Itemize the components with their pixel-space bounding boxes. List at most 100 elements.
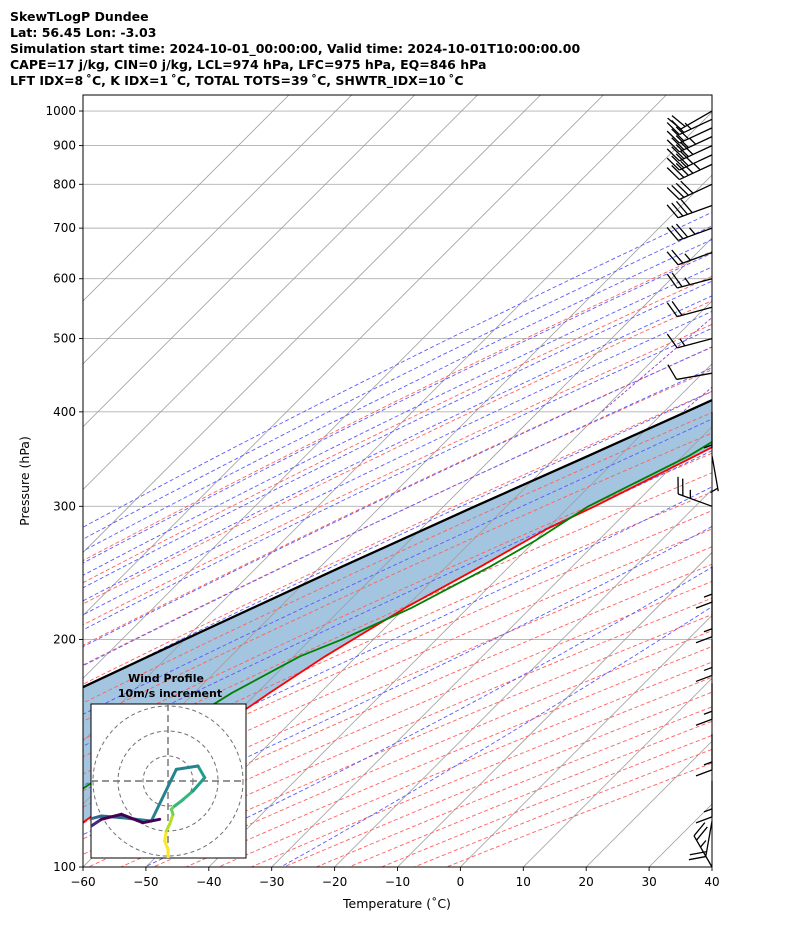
barb-flag: [675, 200, 689, 215]
wind-barb: [666, 118, 713, 136]
barb-flag: [675, 223, 689, 238]
wind-barb: [695, 780, 713, 824]
barb-half: [703, 808, 713, 813]
barb-half: [703, 628, 713, 633]
isotherm-line: [271, 426, 712, 867]
barb-staff: [679, 154, 713, 171]
barb-flag: [671, 165, 685, 178]
barb-flag: [666, 139, 680, 153]
cape-shading: [83, 400, 712, 823]
barb-flag: [680, 180, 694, 194]
barb-flag: [666, 187, 680, 200]
isotherm-line: [334, 489, 712, 867]
isotherm-line: [83, 95, 290, 302]
isotherm-line: [83, 111, 712, 742]
barb-half: [710, 487, 719, 494]
barb-half: [684, 253, 691, 261]
wind-barb: [688, 821, 713, 861]
wind-barb: [666, 333, 713, 349]
barb-flag: [671, 202, 684, 217]
x-tick-label: 40: [704, 875, 719, 889]
barb-staff: [677, 493, 713, 507]
barb-flag: [671, 146, 685, 160]
dry-adiabat: [83, 412, 712, 704]
isotherm-line: [775, 95, 794, 867]
barb-staff: [677, 337, 713, 349]
x-tick-label: −60: [70, 875, 95, 889]
y-tick-label: 400: [53, 405, 76, 419]
moist-adiabat: [83, 450, 712, 747]
barb-flag: [695, 718, 713, 726]
barb-half: [684, 122, 692, 130]
wind-barb: [667, 110, 713, 130]
barb-flag: [675, 153, 689, 167]
y-tick-label: 600: [53, 272, 76, 286]
barb-staff: [676, 372, 713, 381]
barb-staff: [680, 110, 713, 130]
isotherm-line: [83, 95, 478, 491]
x-tick-label: −50: [133, 875, 158, 889]
y-tick-label: 1000: [45, 104, 76, 118]
barb-flag: [680, 160, 694, 174]
isotherm-line: [83, 95, 415, 428]
isotherm-line: [83, 95, 667, 679]
hodograph-segment: [196, 764, 207, 780]
cape-area: [83, 400, 712, 823]
barb-flag: [671, 115, 686, 128]
barb-flag: [671, 120, 685, 133]
hodograph-segment: [168, 812, 175, 826]
barb-flag: [680, 151, 694, 165]
dry-adiabat: [83, 472, 712, 758]
hodograph-segment: [174, 764, 200, 771]
dry-adiabat-lines: [83, 250, 712, 867]
hodograph-segment: [99, 812, 123, 821]
moist-adiabat: [83, 239, 712, 552]
x-axis-label: Temperature (˚C): [342, 896, 451, 911]
barb-flag: [675, 135, 689, 149]
barb-flag: [671, 137, 685, 151]
wind-barb: [667, 364, 713, 381]
barb-flag: [675, 126, 689, 140]
moist-adiabat: [83, 211, 712, 528]
barb-flag: [666, 227, 679, 241]
barb-flag: [666, 130, 680, 144]
barb-flag: [675, 162, 689, 176]
x-tick-label: −10: [385, 875, 410, 889]
barb-staff: [711, 455, 719, 492]
isotherm-line: [208, 363, 712, 867]
isotherm-line: [83, 95, 541, 554]
barb-staff: [677, 204, 713, 219]
barb-staff: [679, 183, 713, 201]
title-station: SkewTLogP Dundee: [10, 9, 149, 24]
barb-half: [679, 338, 686, 347]
barb-half: [689, 137, 697, 145]
mixing-ratio-line: [601, 316, 712, 413]
dry-adiabat: [83, 250, 712, 562]
barb-flag: [680, 199, 693, 214]
barb-flag: [666, 167, 680, 181]
dry-adiabat: [83, 528, 712, 808]
barb-flag: [675, 144, 689, 158]
x-tick-label: −40: [196, 875, 221, 889]
y-tick-label: 100: [53, 860, 76, 874]
dry-adiabat: [83, 300, 712, 605]
dry-adiabat: [83, 275, 712, 584]
wind-barb: [695, 600, 713, 644]
hodograph-segment: [149, 767, 178, 823]
barb-staff: [679, 127, 713, 144]
moist-adiabat: [83, 327, 712, 631]
hodograph-segment: [163, 829, 168, 843]
barb-flag: [695, 769, 713, 777]
wind-barb: [693, 822, 713, 868]
isotherm-line: [83, 95, 353, 365]
x-tick-label: 30: [641, 875, 656, 889]
hodograph-segment: [68, 834, 76, 836]
barb-flag: [671, 225, 684, 240]
wind-barb: [666, 180, 713, 201]
y-tick-label: 900: [53, 139, 76, 153]
barb-staff: [705, 821, 713, 857]
x-tick-label: −20: [322, 875, 347, 889]
dry-adiabat: [83, 390, 712, 685]
moist-adiabat: [83, 280, 712, 589]
barb-half: [689, 227, 696, 235]
